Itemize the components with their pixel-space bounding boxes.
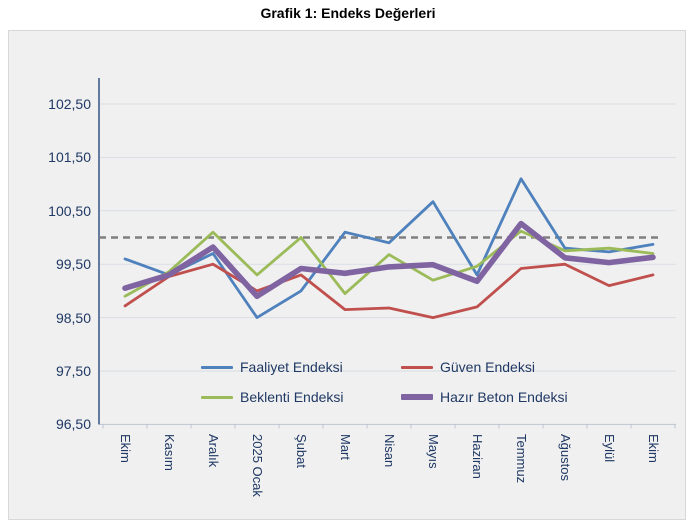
x-tick-label: Ağustos [558, 434, 573, 481]
legend-item: Güven Endeksi [401, 357, 535, 377]
series-line [123, 229, 655, 298]
y-tick-label: 98,50 [55, 309, 91, 326]
chart-area: 102,50 101,50 100,50 99,50 98,50 97,50 96,50 E… [8, 30, 686, 520]
x-tick-label: Nisan [382, 434, 397, 468]
x-tick-label: Aralık [206, 434, 221, 468]
x-tick-label: Mayıs [426, 434, 441, 469]
x-tick-label: Kasım [162, 434, 177, 471]
y-tick-label: 101,50 [48, 149, 91, 166]
y-tick-label: 96,50 [55, 416, 91, 433]
legend-line-swatch [201, 395, 233, 399]
chart-title: Grafik 1: Endeks Değerleri [260, 5, 436, 21]
x-tick-label: Temmuz [514, 434, 529, 484]
y-tick-label: 100,50 [48, 202, 91, 219]
x-tick-label: Şubat [294, 434, 309, 468]
legend-line-swatch [201, 365, 233, 369]
legend-line-swatch [401, 394, 433, 400]
legend-label: Güven Endeksi [440, 359, 535, 375]
chart-canvas [98, 78, 676, 429]
x-tick-label: Ekim [118, 434, 133, 463]
legend-line-swatch [401, 365, 433, 369]
y-tick-label: 97,50 [55, 363, 91, 379]
x-tick-label: Ekim [646, 434, 661, 463]
y-tick-label: 102,50 [48, 96, 91, 112]
y-tick-label: 99,50 [55, 256, 91, 273]
legend-item: Faaliyet Endeksi [201, 357, 343, 377]
legend-item: Beklenti Endeksi [201, 387, 344, 407]
legend-item: Hazır Beton Endeksi [401, 387, 568, 407]
legend-label: Hazır Beton Endeksi [440, 389, 568, 405]
x-tick-label: Eylül [602, 434, 617, 463]
series-line [123, 177, 655, 320]
series-line [123, 262, 655, 320]
x-tick-label: Haziran [470, 434, 485, 479]
x-tick-label: Mart [338, 434, 353, 460]
legend-label: Faaliyet Endeksi [240, 359, 343, 375]
x-tick-label: 2025 Ocak [250, 434, 265, 497]
legend-label: Beklenti Endeksi [240, 389, 344, 405]
series-line [122, 220, 656, 300]
